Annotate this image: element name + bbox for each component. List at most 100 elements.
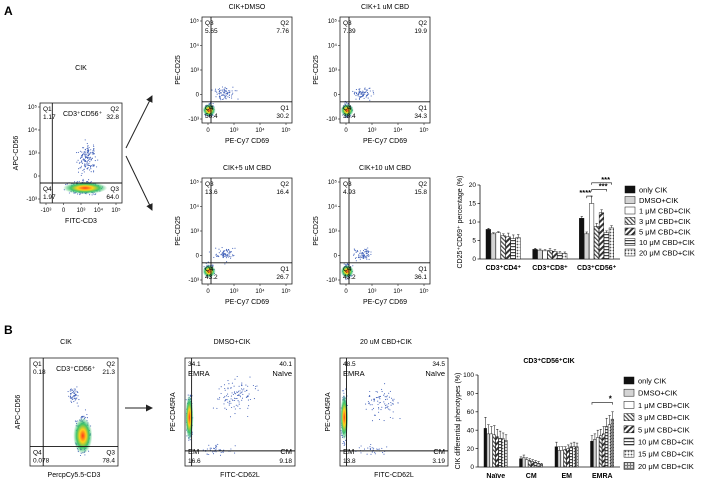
event-dot xyxy=(247,399,249,401)
event-dot xyxy=(224,94,226,96)
event-dot xyxy=(390,404,392,406)
event-dot xyxy=(245,384,247,386)
event-dot xyxy=(353,253,355,255)
quadrant-name: EM xyxy=(188,447,199,456)
event-dot xyxy=(216,446,218,448)
bar-20-m-cbd-cik xyxy=(504,440,508,468)
event-dot xyxy=(378,418,381,421)
event-dot xyxy=(222,255,224,257)
event-dot xyxy=(347,102,349,105)
event-dot xyxy=(71,390,73,392)
event-dot xyxy=(354,249,356,251)
event-dot xyxy=(363,97,365,99)
bar-3-m-cbd-cik xyxy=(593,226,600,260)
event-dots xyxy=(202,247,236,280)
event-dot xyxy=(392,411,394,413)
event-dot xyxy=(367,247,369,249)
event-dot xyxy=(79,157,82,160)
y-tick-label: 20 xyxy=(467,446,475,453)
event-dot xyxy=(359,258,361,260)
event-dot xyxy=(365,253,367,255)
bar-1-m-cbd-cik xyxy=(525,459,529,468)
x-tick-label: 10⁴ xyxy=(94,207,104,214)
y-tick-label: 10⁵ xyxy=(328,18,338,25)
quadrant-value: 43.2 xyxy=(343,274,356,281)
event-dot xyxy=(363,448,366,450)
event-dot xyxy=(81,151,83,153)
quadrant-name: Q3 xyxy=(343,181,352,188)
event-dot xyxy=(369,404,371,406)
event-dot xyxy=(73,401,75,403)
event-dot xyxy=(223,92,225,94)
event-dot xyxy=(224,400,226,402)
quadrant-value: 34.3 xyxy=(414,113,427,120)
flow-title: CIK+5 uM CBD xyxy=(223,165,271,172)
legend-swatch xyxy=(624,227,636,236)
quadrant-value: 32.8 xyxy=(106,114,119,121)
event-dot xyxy=(354,91,356,93)
quadrant-name: Q4 xyxy=(343,266,352,273)
event-dot xyxy=(74,181,76,183)
quadrant-name: CM xyxy=(280,447,292,456)
event-dot xyxy=(247,415,249,418)
event-dot xyxy=(380,409,382,411)
event-dot xyxy=(74,394,76,397)
event-dot xyxy=(77,159,79,161)
event-dot xyxy=(366,90,368,92)
y-tick-label: 40 xyxy=(467,427,475,434)
event-dot xyxy=(93,165,95,167)
event-dot xyxy=(384,403,386,405)
event-dot xyxy=(208,251,210,253)
quadrant-name: Q3 xyxy=(106,450,115,457)
y-axis-label: CIK differential phenotypes (%) xyxy=(455,373,462,470)
event-dot xyxy=(223,254,225,256)
legend-swatch xyxy=(623,388,635,397)
x-tick-label: 10³ xyxy=(230,128,239,134)
event-dot xyxy=(377,400,379,402)
event-dot xyxy=(227,256,229,258)
event-dot xyxy=(362,93,364,95)
event-dot xyxy=(226,261,228,263)
event-dot xyxy=(219,97,221,99)
x-axis-label: PE-Cy7 CD69 xyxy=(225,299,269,306)
event-dot xyxy=(76,386,78,388)
quadrant-value: 64.0 xyxy=(106,194,119,201)
legend-swatch xyxy=(624,185,636,194)
event-dot xyxy=(87,146,89,148)
event-dot xyxy=(236,391,238,393)
event-dot xyxy=(76,193,79,195)
event-dot xyxy=(232,247,234,249)
legend-label: 1 μM CBD+CIK xyxy=(639,207,691,216)
x-tick-label: 10⁵ xyxy=(111,207,121,214)
x-tick-label: 0 xyxy=(344,289,348,295)
event-dot xyxy=(359,88,361,90)
event-dot xyxy=(68,192,70,194)
quadrant-name: Q1 xyxy=(418,105,427,112)
event-dot xyxy=(82,416,84,418)
event-dot xyxy=(93,145,95,147)
event-dot xyxy=(379,395,381,397)
event-dots xyxy=(340,247,372,281)
legend-label: 10 μM CBD+CIK xyxy=(638,438,694,447)
event-dot xyxy=(220,386,222,388)
event-dot xyxy=(224,387,226,390)
quadrant-value: 30.2 xyxy=(276,113,289,120)
event-dot xyxy=(94,156,96,158)
bar-20-m-cbd-cik xyxy=(575,446,579,468)
event-dot xyxy=(71,397,73,399)
event-dot xyxy=(344,439,347,441)
event-dot xyxy=(212,103,214,105)
y-axis-label: PE-CD25 xyxy=(313,55,320,85)
legend-label: DMSO+CIK xyxy=(639,196,678,205)
event-dot xyxy=(227,249,229,251)
event-dot xyxy=(343,441,345,443)
event-dot xyxy=(246,389,248,391)
event-dot xyxy=(365,408,367,410)
event-dot xyxy=(356,93,358,95)
quadrant-value: 21.3 xyxy=(102,369,115,376)
flow-title: 20 uM CBD+CIK xyxy=(360,339,412,346)
event-dot xyxy=(360,452,362,454)
event-dot xyxy=(374,453,376,455)
